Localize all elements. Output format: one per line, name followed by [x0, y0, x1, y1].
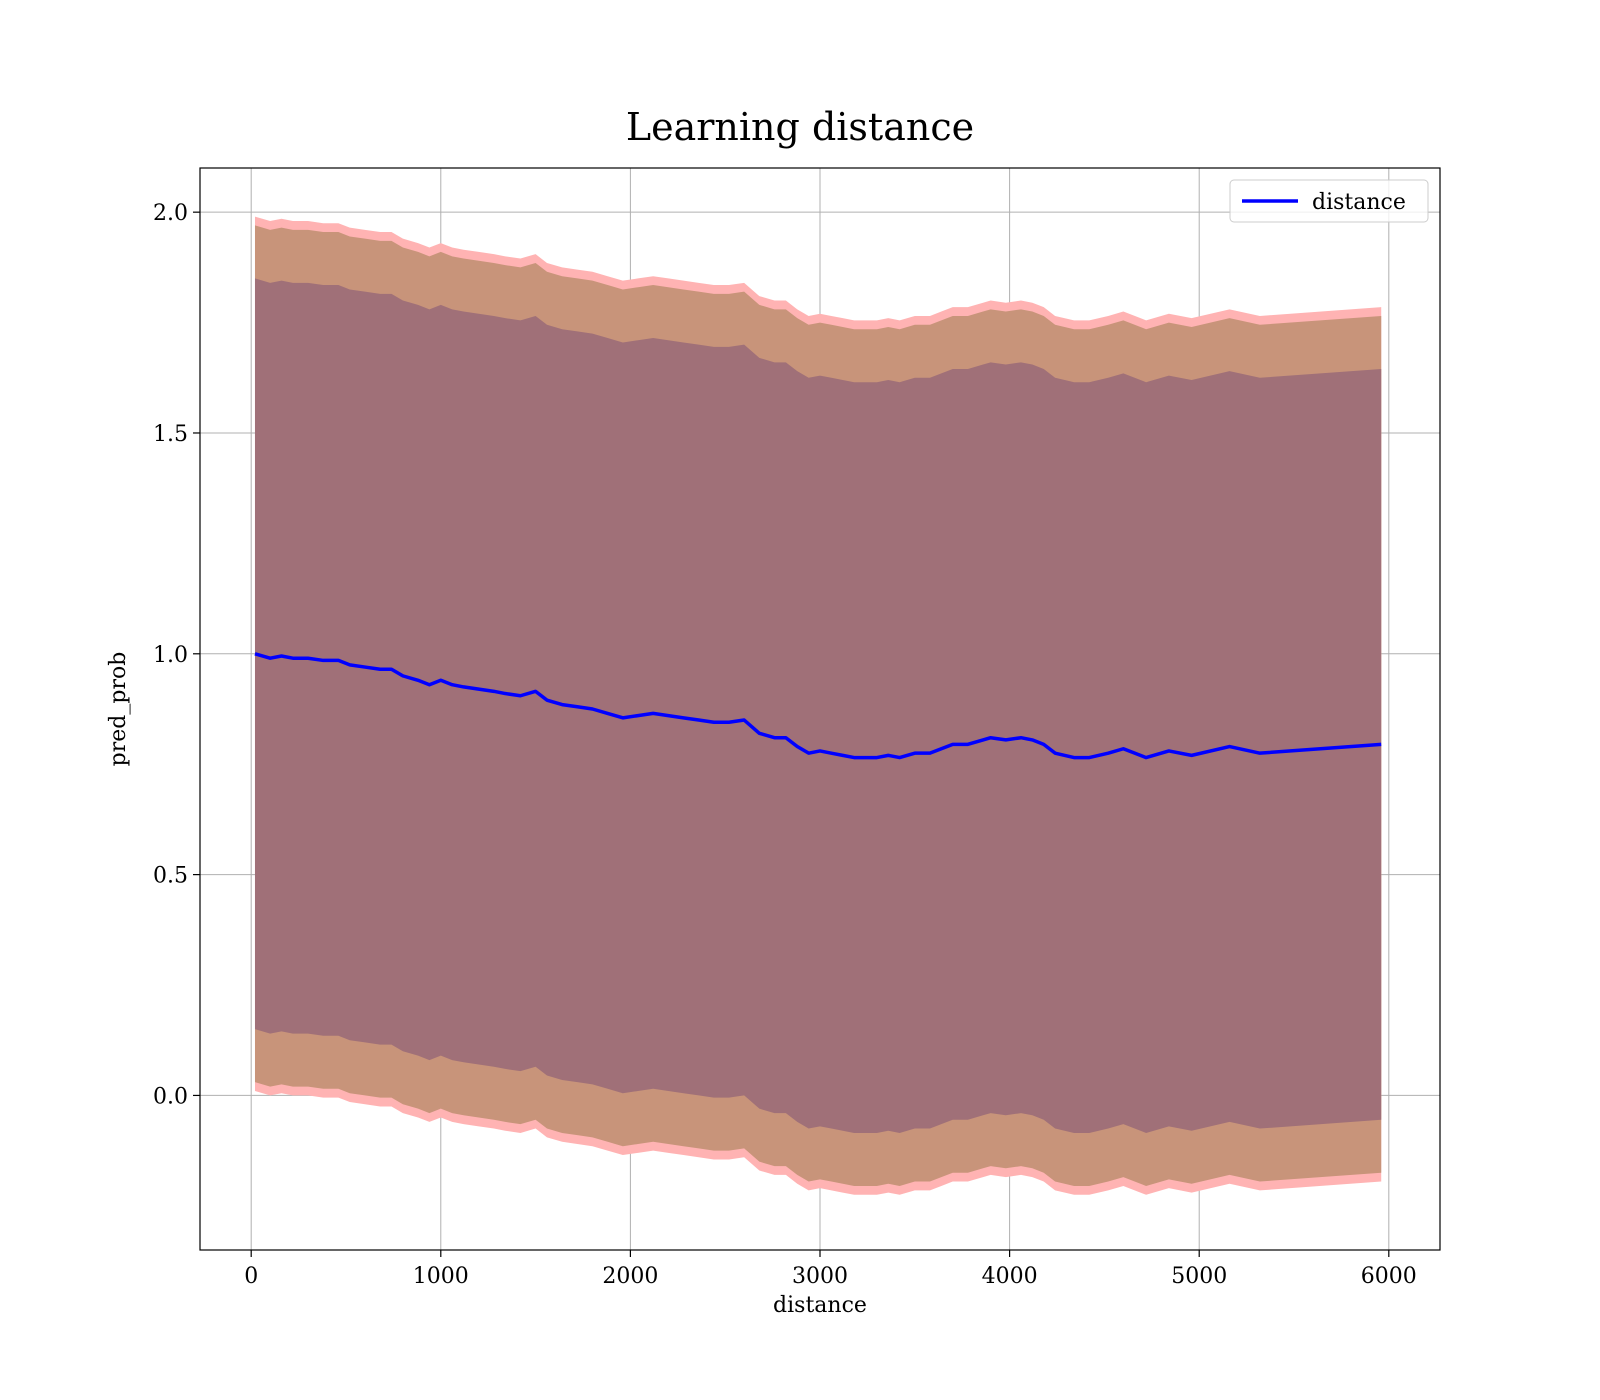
confidence-bands: [254, 216, 1382, 1195]
x-tick-label: 1000: [413, 1264, 469, 1289]
y-tick-label: 2.0: [153, 201, 188, 226]
inner-band: [254, 278, 1382, 1133]
legend-label-distance: distance: [1312, 190, 1406, 215]
x-axis-label: distance: [773, 1293, 867, 1318]
y-tick-label: 1.0: [153, 643, 188, 668]
y-tick-label: 0.5: [153, 864, 188, 889]
axis-ticks: 0 1000 2000 3000 4000 5000 6000 0.0 0.5 1.0 1.5 2.0: [153, 201, 1417, 1289]
x-tick-label: 0: [244, 1264, 258, 1289]
y-tick-label: 0.0: [153, 1084, 188, 1109]
series-line-distance: [254, 652, 1382, 760]
y-axis-label: pred_prob: [106, 652, 131, 767]
chart-title: Learning distance: [626, 105, 974, 149]
x-tick-label: 3000: [792, 1264, 848, 1289]
series-lines: [254, 652, 1382, 760]
x-tick-label: 4000: [982, 1264, 1038, 1289]
y-tick-label: 1.5: [153, 422, 188, 447]
x-tick-label: 2000: [602, 1264, 658, 1289]
plot-area-frame: [199, 167, 1441, 1251]
legend-box: [1229, 179, 1429, 223]
x-tick-label: 6000: [1361, 1264, 1417, 1289]
x-tick-label: 5000: [1171, 1264, 1227, 1289]
legend: distance: [1229, 179, 1429, 223]
